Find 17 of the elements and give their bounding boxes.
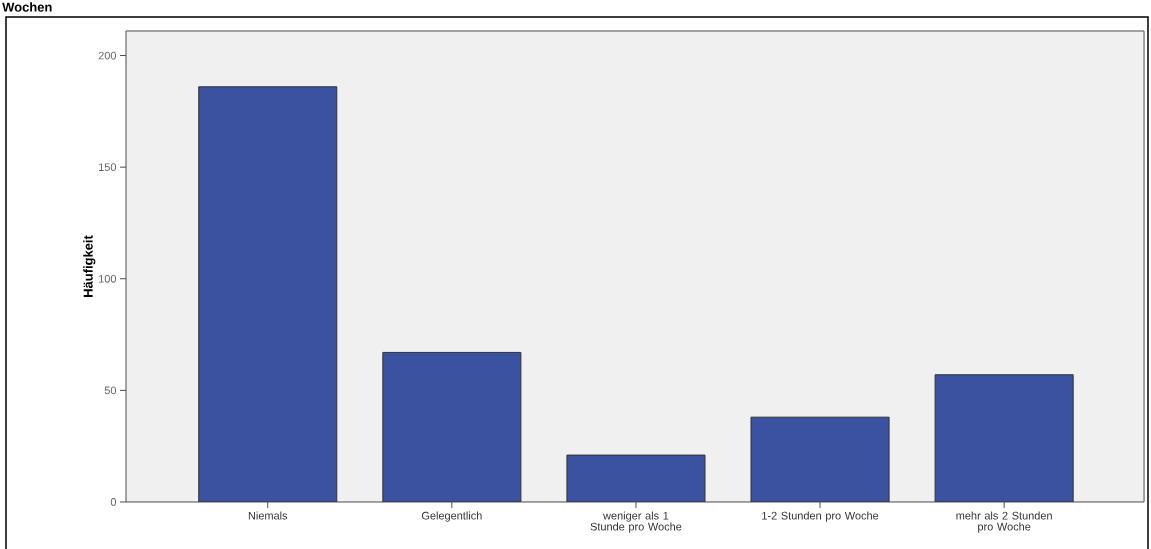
x-tick-label: Gelegentlich — [421, 511, 482, 522]
y-tick-label: 200 — [98, 51, 117, 60]
x-tick-label: weniger als 1 Stunde pro Woche — [590, 511, 682, 533]
bar — [382, 351, 522, 502]
x-tick-label: 1-2 Stunden pro Woche — [762, 511, 879, 522]
y-tick-label: 100 — [99, 274, 117, 283]
bar — [934, 374, 1074, 502]
y-tick-label: 150 — [99, 163, 117, 172]
y-tick-label: 0 — [110, 498, 117, 506]
y-axis-title: Häufigkeit — [83, 235, 96, 297]
y-tick-label: 50 — [104, 386, 117, 395]
chart-title: Wochen — [2, 2, 52, 12]
x-tick-label: mehr als 2 Stunden pro Woche — [956, 511, 1052, 533]
bar — [566, 454, 706, 502]
x-tick-label: Niemals — [248, 511, 288, 520]
bar — [198, 86, 338, 502]
bar — [750, 416, 890, 502]
